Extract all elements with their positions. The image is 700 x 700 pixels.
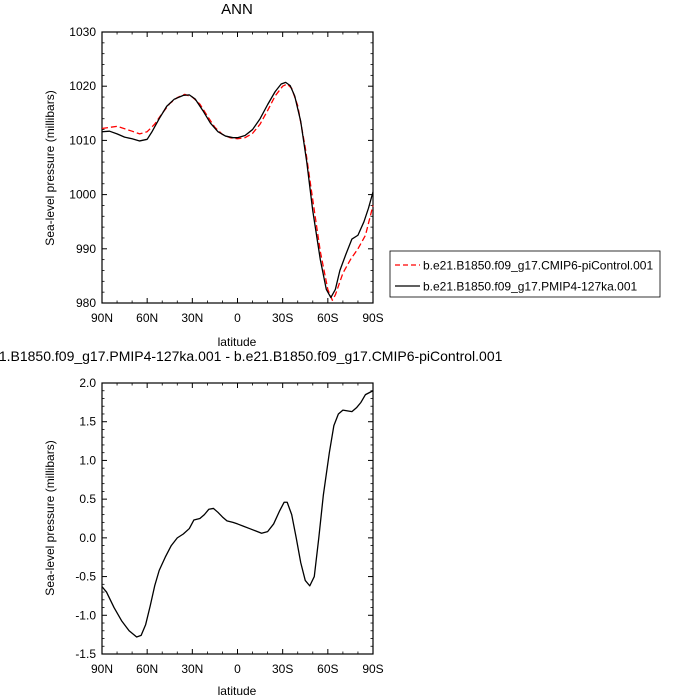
bottom-series-line-0	[101, 390, 374, 638]
top-x-tick-label: 90S	[362, 311, 383, 325]
bottom-x-axis-label: latitude	[218, 684, 257, 698]
top-x-tick-label: 30S	[272, 311, 293, 325]
bottom-y-tick-label: -1.5	[75, 647, 96, 661]
top-x-tick-label: 90N	[91, 311, 113, 325]
bottom-y-tick-label: 0.0	[79, 531, 96, 545]
top-chart-title: ANN	[221, 1, 253, 18]
top-y-tick-label: 980	[76, 296, 96, 310]
top-x-axis-label: latitude	[218, 335, 257, 349]
bottom-y-tick-label: 2.0	[79, 376, 96, 390]
bottom-y-tick-label: -0.5	[75, 570, 96, 584]
legend-box	[389, 250, 661, 298]
legend: b.e21.B1850.f09_g17.CMIP6-piControl.001 …	[389, 250, 661, 298]
bottom-series-lines	[101, 390, 374, 638]
bottom-x-tick-label: 0	[234, 662, 241, 676]
top-y-tick-label: 1010	[69, 133, 96, 147]
top-y-tick-label: 1000	[69, 188, 96, 202]
legend-label-picontrol: b.e21.B1850.f09_g17.CMIP6-piControl.001	[423, 259, 653, 273]
bottom-y-axis-label: Sea-level pressure (millibars)	[43, 440, 57, 595]
top-x-tick-label: 60S	[317, 311, 338, 325]
bottom-x-tick-label: 30N	[181, 662, 203, 676]
bottom-y-tick-label: 1.5	[79, 415, 96, 429]
bottom-x-tick-label: 90N	[91, 662, 113, 676]
bottom-y-tick-label: 0.5	[79, 492, 96, 506]
top-y-tick-label: 990	[76, 242, 96, 256]
legend-label-127ka: b.e21.B1850.f09_g17.PMIP4-127ka.001	[423, 280, 637, 294]
bottom-x-tick-label: 30S	[272, 662, 293, 676]
bottom-panel: b.e21.B1850.f09_g17.PMIP4-127ka.001 - b.…	[0, 348, 503, 698]
top-plot-frame	[101, 31, 374, 304]
bottom-axis-ticks: 90N 60N 30N 0 30S 60S 90S -1.5 -1.0 -0.5 0.0 0.5 1.0…	[75, 376, 383, 676]
top-x-tick-label: 0	[234, 311, 241, 325]
top-y-axis-label: Sea-level pressure (millibars)	[43, 90, 57, 245]
top-series-lines	[101, 81, 374, 301]
top-x-tick-label: 30N	[181, 311, 203, 325]
top-y-tick-label: 1030	[69, 25, 96, 39]
top-series-line-0	[101, 83, 374, 301]
top-panel: ANN Sea-level pressure (millibars) latit…	[43, 1, 384, 349]
bottom-chart-title: b.e21.B1850.f09_g17.PMIP4-127ka.001 - b.…	[0, 348, 503, 364]
bottom-y-tick-label: -1.0	[75, 608, 96, 622]
bottom-x-tick-label: 60N	[136, 662, 158, 676]
bottom-x-tick-label: 90S	[362, 662, 383, 676]
top-axis-ticks: 90N 60N 30N 0 30S 60S 90S 980 990 1000 1010 1020 103…	[69, 25, 383, 325]
bottom-y-tick-label: 1.0	[79, 453, 96, 467]
bottom-x-tick-label: 60S	[317, 662, 338, 676]
top-y-tick-label: 1020	[69, 79, 96, 93]
top-series-line-1	[101, 81, 374, 299]
top-x-tick-label: 60N	[136, 311, 158, 325]
bottom-plot-frame	[101, 382, 374, 655]
